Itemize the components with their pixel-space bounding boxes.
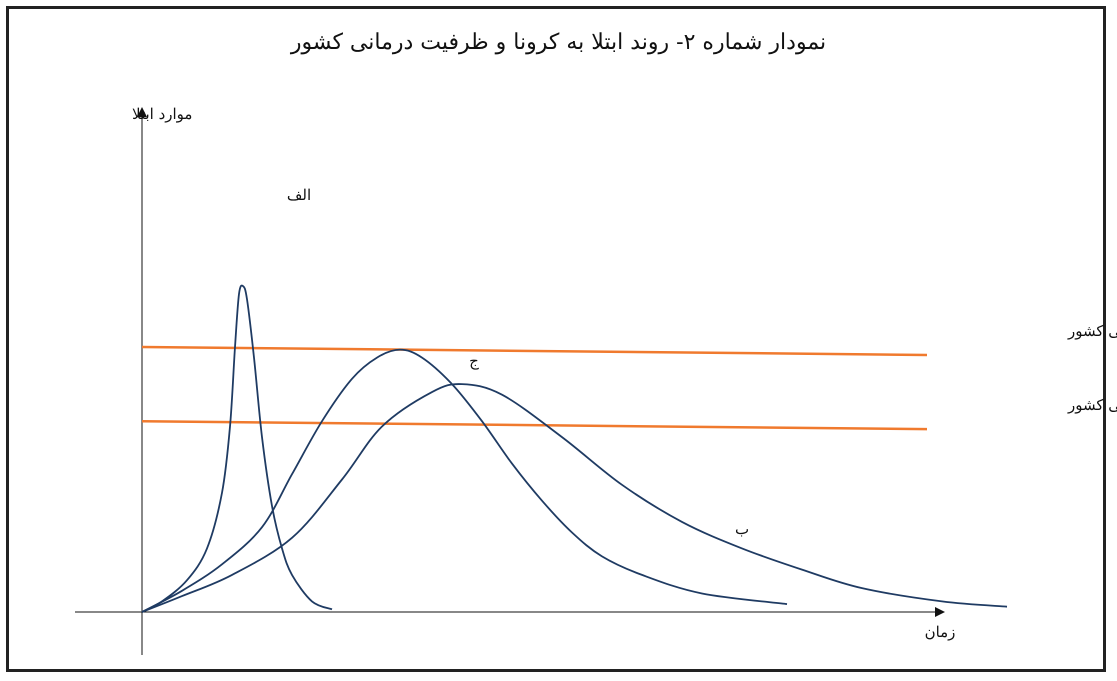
- capacity-line-1: [141, 345, 928, 357]
- chart-title: نمودار شماره ۲- روند ابتلا به کرونا و ظر…: [290, 30, 827, 55]
- series-label-3: ج: [469, 352, 479, 370]
- x-axis-label: زمان: [925, 623, 956, 641]
- series-label-1: الف: [287, 186, 311, 204]
- capacity-line-2: [141, 419, 928, 431]
- series-line-2: [141, 383, 1008, 613]
- y-axis-label: موارد ابتلا: [132, 105, 192, 123]
- chart-frame: [6, 6, 1106, 672]
- capacity-line-label-2: ظرفیت بهداشتی و درمانی کشور: [1067, 396, 1117, 414]
- series-line-3: [141, 348, 788, 613]
- capacity-line-label-1: بهبود ظرفیت بهداشتی و درمانی کشور: [1067, 322, 1117, 340]
- chart-marks: بهبود ظرفیت بهداشتی و درمانی کشور ظرفیت ب…: [141, 186, 1117, 613]
- series-label-2: ب: [735, 520, 749, 538]
- series-line-1: [141, 284, 333, 613]
